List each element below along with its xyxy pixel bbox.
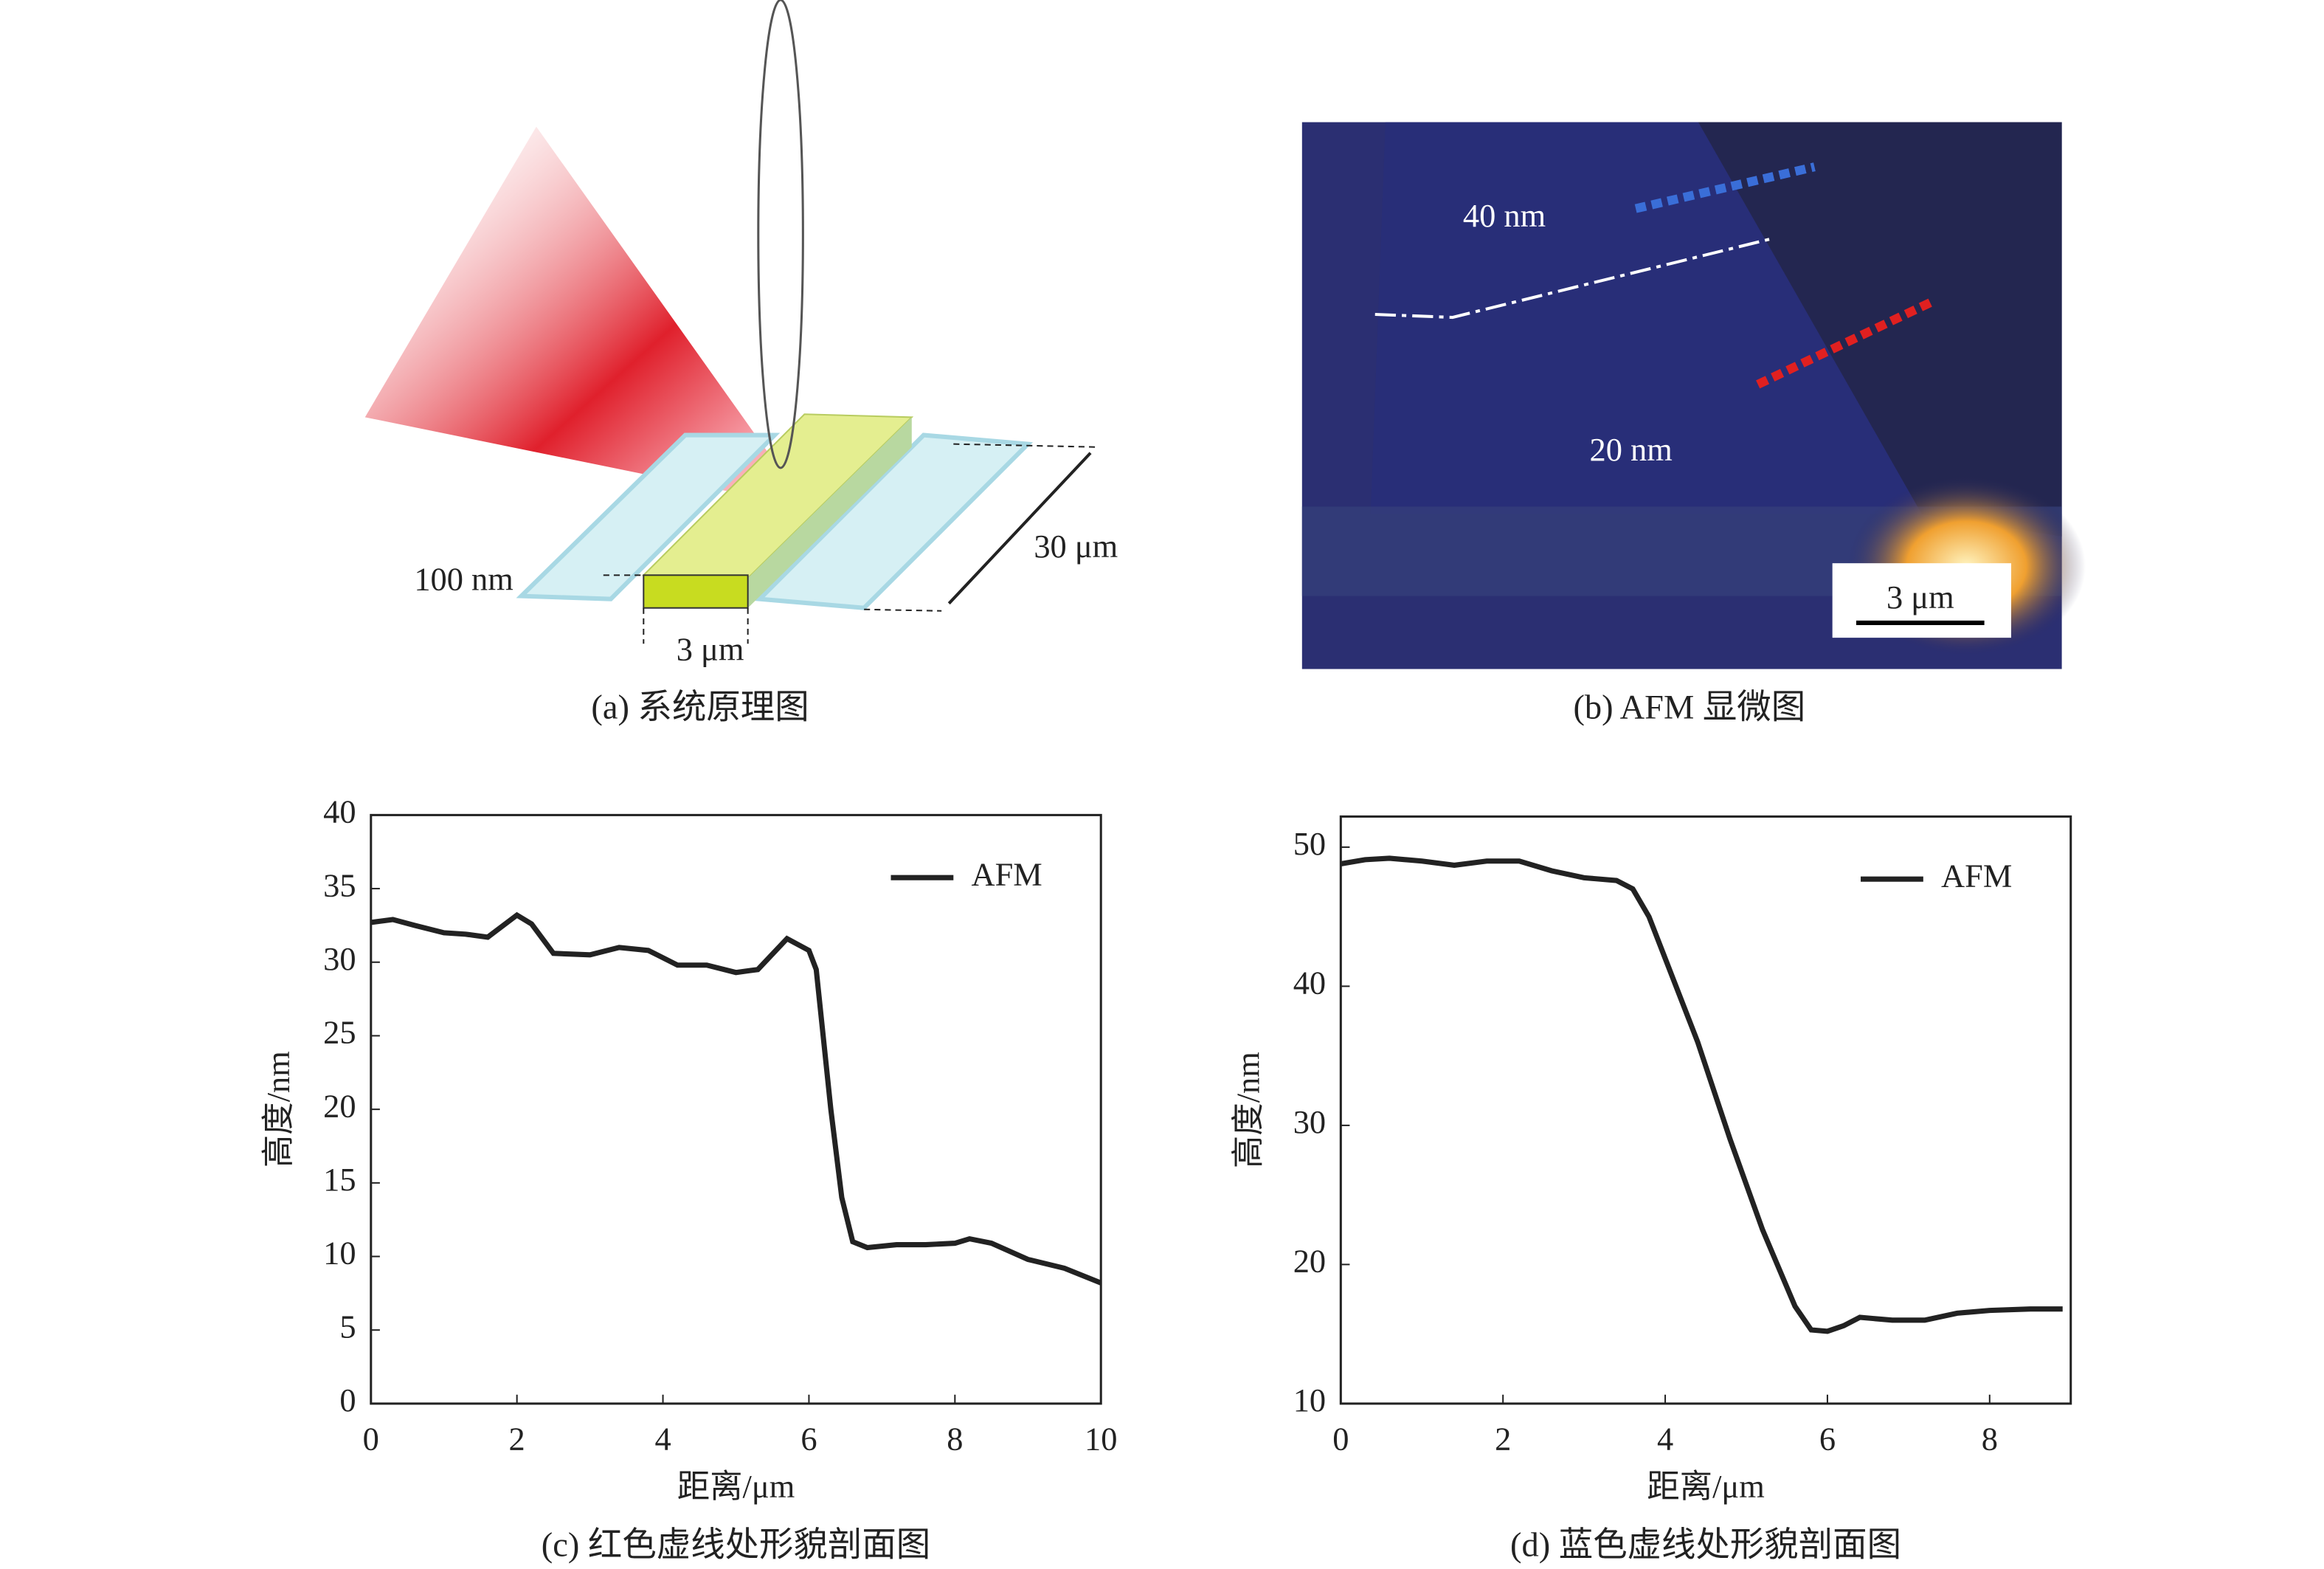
y-tick-label: 5 xyxy=(339,1308,356,1345)
y-tick-label: 10 xyxy=(323,1235,356,1272)
x-axis-label: 距离/μm xyxy=(1647,1468,1765,1505)
schematic: 100 nm 3 μm 30 μm (a) 系统原理图 xyxy=(364,0,1118,727)
dimension-lines xyxy=(603,443,1096,644)
y-tick-label: 35 xyxy=(323,866,356,903)
y-tick-label: 20 xyxy=(1293,1243,1326,1280)
x-tick-label: 4 xyxy=(654,1421,671,1458)
caption: (d) 蓝色虚线处形貌剖面图 xyxy=(1510,1526,1901,1564)
data-line xyxy=(370,911,1102,1286)
x-tick-label: 8 xyxy=(1982,1421,1998,1458)
label: 30 μm xyxy=(1034,528,1118,565)
y-tick-label: 0 xyxy=(339,1382,356,1418)
strip-side xyxy=(747,417,912,608)
y-tick-label: 50 xyxy=(1293,825,1326,862)
x-tick-label: 0 xyxy=(363,1421,379,1458)
x-tick-label: 2 xyxy=(1495,1421,1511,1458)
legend-label: AFM xyxy=(972,855,1042,892)
y-tick-label: 10 xyxy=(1293,1382,1326,1418)
x-tick-label: 6 xyxy=(800,1421,817,1458)
plot-frame xyxy=(1339,815,2072,1405)
x-tick-label: 4 xyxy=(1657,1421,1673,1458)
substrate-left xyxy=(516,432,781,601)
x-axis-label: 距离/μm xyxy=(677,1468,795,1505)
blue-line xyxy=(1634,162,1816,213)
label: 40 nm xyxy=(1463,197,1546,234)
label: 100 nm xyxy=(414,561,513,598)
plot-frame xyxy=(370,813,1102,1405)
data-line xyxy=(1340,855,2063,1334)
y-tick-label: 40 xyxy=(1293,965,1326,1001)
x-tick-label: 0 xyxy=(1332,1421,1349,1458)
x-tick-label: 10 xyxy=(1085,1421,1117,1458)
y-tick-label: 20 xyxy=(323,1087,356,1124)
dimension-arrow xyxy=(947,452,1092,605)
y-tick-label: 25 xyxy=(323,1014,356,1051)
x-tick-label: 8 xyxy=(947,1421,963,1458)
label: 3 μm xyxy=(1886,579,1954,615)
y-tick-label: 30 xyxy=(323,940,356,977)
x-tick-label: 6 xyxy=(1819,1421,1836,1458)
boundary xyxy=(1374,237,1774,320)
y-tick-label: 15 xyxy=(323,1161,356,1198)
y-tick-label: 40 xyxy=(323,793,356,830)
caption: (c) 红色虚线处形貌剖面图 xyxy=(542,1526,930,1564)
strip-front xyxy=(643,574,749,609)
flake xyxy=(1370,122,1922,514)
legend-label: AFM xyxy=(1941,857,2012,894)
afm-image: 40 nm 20 nm 3 μm (b) AFM 显微图 xyxy=(1301,122,2086,727)
y-tick-label: 30 xyxy=(1293,1103,1326,1140)
substrate-right xyxy=(755,432,1034,610)
y-axis-label: 高度/nm xyxy=(1229,1052,1266,1168)
scale-box xyxy=(1832,563,2011,638)
y-axis-label: 高度/nm xyxy=(260,1051,297,1168)
label: 3 μm xyxy=(677,631,744,668)
caption: (b) AFM 显微图 xyxy=(1573,689,1805,727)
label: 20 nm xyxy=(1590,431,1673,468)
caption: (a) 系统原理图 xyxy=(591,689,809,727)
laser-beam xyxy=(364,126,775,492)
fiber-taper xyxy=(757,0,804,469)
x-tick-label: 2 xyxy=(509,1421,525,1458)
